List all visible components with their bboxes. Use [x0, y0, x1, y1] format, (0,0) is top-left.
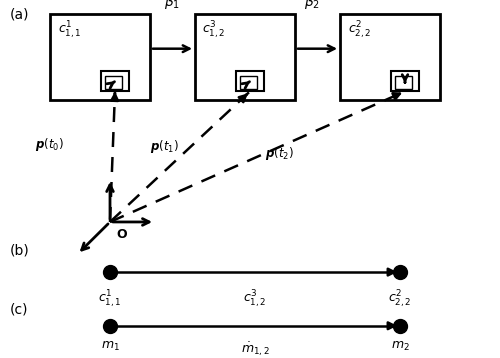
Text: $\beta_2$: $\beta_2$ [304, 0, 320, 11]
Bar [240, 76, 258, 89]
Bar [101, 72, 129, 91]
Text: $c_{1,1}^{1}$: $c_{1,1}^{1}$ [98, 288, 122, 310]
Bar [340, 14, 440, 100]
Text: $c_{1,2}^{3}$: $c_{1,2}^{3}$ [202, 20, 226, 41]
Text: $c_{2,2}^{2}$: $c_{2,2}^{2}$ [348, 20, 371, 41]
Text: (b): (b) [10, 243, 30, 257]
Bar [236, 72, 264, 91]
Bar [50, 14, 150, 100]
Bar [195, 14, 295, 100]
Text: $c_{1,2}^{3}$: $c_{1,2}^{3}$ [243, 288, 267, 310]
Text: $c_{1,1}^{1}$: $c_{1,1}^{1}$ [58, 20, 81, 41]
Bar [104, 76, 122, 89]
Text: $\boldsymbol{p}(t_2)$: $\boldsymbol{p}(t_2)$ [265, 145, 294, 163]
Bar [392, 72, 419, 91]
Text: $m_2$: $m_2$ [390, 340, 409, 353]
Text: (a): (a) [10, 7, 29, 21]
Bar [394, 76, 412, 89]
Text: $c_{2,2}^{2}$: $c_{2,2}^{2}$ [388, 288, 412, 310]
Text: $\boldsymbol{p}(t_1)$: $\boldsymbol{p}(t_1)$ [150, 138, 179, 155]
Text: $\mathbf{O}$: $\mathbf{O}$ [116, 228, 128, 241]
Text: $\beta_1$: $\beta_1$ [164, 0, 180, 11]
Text: (c): (c) [10, 303, 29, 316]
Text: $\boldsymbol{p}(t_0)$: $\boldsymbol{p}(t_0)$ [35, 136, 64, 154]
Text: $m_1$: $m_1$ [100, 340, 119, 353]
Text: $\dot{m}_{1,2}$: $\dot{m}_{1,2}$ [240, 340, 270, 358]
